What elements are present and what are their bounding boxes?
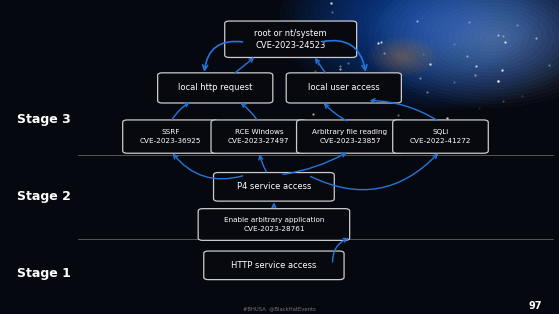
Text: P4 service access: P4 service access (236, 182, 311, 191)
Circle shape (354, 0, 518, 68)
FancyBboxPatch shape (392, 120, 489, 153)
Circle shape (389, 49, 416, 64)
Circle shape (385, 0, 487, 51)
Circle shape (410, 7, 462, 37)
Text: RCE Windows
CVE-2023-27497: RCE Windows CVE-2023-27497 (228, 129, 290, 144)
Text: local user access: local user access (308, 84, 380, 92)
Text: local http request: local http request (178, 84, 253, 92)
Circle shape (415, 10, 457, 34)
Circle shape (364, 0, 508, 62)
FancyBboxPatch shape (198, 208, 350, 241)
Circle shape (395, 0, 477, 45)
Circle shape (405, 4, 467, 40)
Text: 97: 97 (529, 301, 542, 311)
Circle shape (340, 0, 532, 76)
Text: Enable arbitrary application
CVE-2023-28761: Enable arbitrary application CVE-2023-28… (224, 217, 324, 232)
Text: #BHUSA  @BlackHatEvents: #BHUSA @BlackHatEvents (243, 306, 316, 311)
Text: Arbitrary file reading
CVE-2023-23857: Arbitrary file reading CVE-2023-23857 (312, 129, 387, 144)
Circle shape (393, 51, 412, 62)
FancyBboxPatch shape (296, 120, 404, 153)
Circle shape (330, 0, 542, 82)
FancyBboxPatch shape (286, 73, 401, 103)
Circle shape (375, 0, 498, 57)
Circle shape (425, 16, 447, 28)
Circle shape (420, 13, 452, 31)
FancyBboxPatch shape (211, 120, 306, 153)
Circle shape (359, 0, 513, 65)
Text: root or nt/system
CVE-2023-24523: root or nt/system CVE-2023-24523 (254, 29, 327, 50)
FancyBboxPatch shape (122, 120, 218, 153)
FancyBboxPatch shape (158, 73, 273, 103)
Text: Stage 3: Stage 3 (17, 113, 70, 126)
Circle shape (369, 0, 503, 59)
Circle shape (380, 0, 492, 54)
Circle shape (390, 0, 482, 48)
Text: SSRF
CVE-2023-36925: SSRF CVE-2023-36925 (140, 129, 201, 144)
Text: HTTP service access: HTTP service access (231, 261, 316, 270)
Text: Stage 1: Stage 1 (17, 267, 70, 280)
FancyBboxPatch shape (225, 21, 357, 57)
Text: Stage 2: Stage 2 (17, 190, 70, 203)
Circle shape (397, 53, 408, 60)
FancyBboxPatch shape (214, 173, 334, 201)
Text: SQLi
CVE-2022-41272: SQLi CVE-2022-41272 (410, 129, 471, 144)
Circle shape (335, 0, 537, 79)
FancyBboxPatch shape (203, 251, 344, 280)
Circle shape (350, 0, 522, 70)
Circle shape (400, 2, 472, 42)
Circle shape (345, 0, 527, 73)
